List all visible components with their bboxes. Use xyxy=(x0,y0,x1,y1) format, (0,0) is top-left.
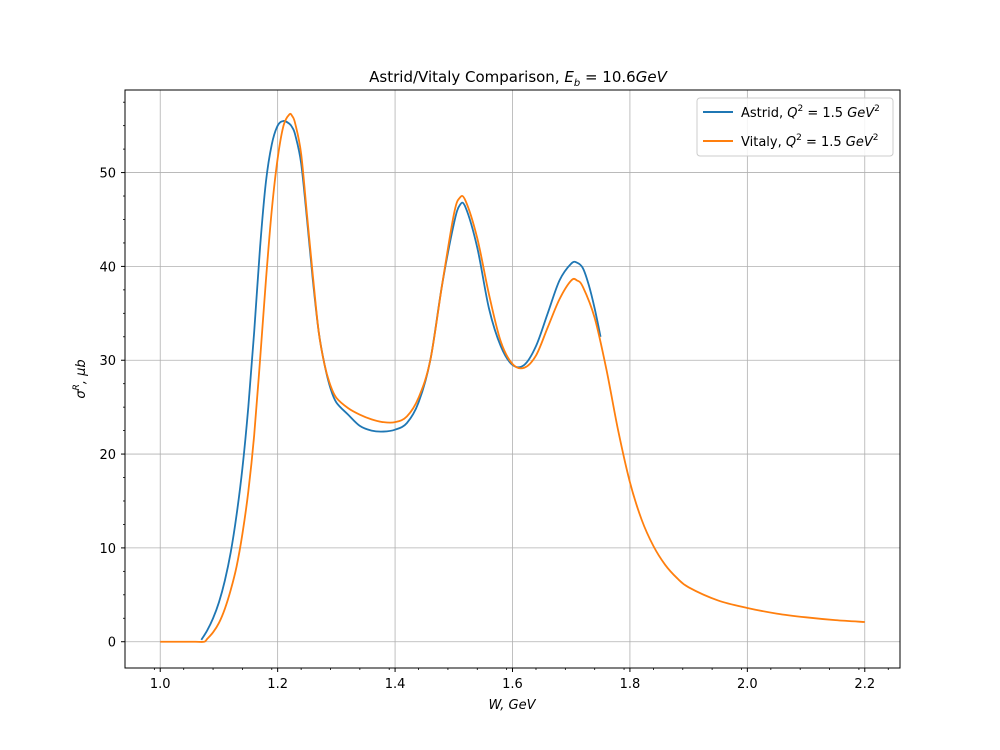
legend: Astrid, Q2 = 1.5 GeV2 Vitaly, Q2 = 1.5 G… xyxy=(696,97,894,157)
series-line-astrid xyxy=(200,120,602,641)
series-layer xyxy=(160,112,865,643)
legend-label-astrid: Astrid, Q2 = 1.5 GeV2 xyxy=(741,104,880,121)
legend-label-vitaly: Vitaly, Q2 = 1.5 GeV2 xyxy=(741,133,879,150)
y-tick-label: 30 xyxy=(99,354,116,369)
x-tick-label: 1.0 xyxy=(150,677,171,692)
y-tick-label: 20 xyxy=(99,448,116,463)
x-tick-label: 1.8 xyxy=(620,677,641,692)
legend-box xyxy=(696,97,894,157)
y-tick-label: 40 xyxy=(99,260,116,275)
chart-title: Astrid/Vitaly Comparison, Eb = 10.6GeV xyxy=(369,68,668,89)
y-axis-label: σR, μb xyxy=(72,359,89,398)
x-tick-label: 2.2 xyxy=(854,677,875,692)
y-tick-label: 0 xyxy=(108,636,116,651)
grid-lines xyxy=(125,90,900,668)
series-line-vitaly xyxy=(160,112,865,643)
x-tick-label: 1.4 xyxy=(385,677,406,692)
y-tick-label: 10 xyxy=(99,542,116,557)
x-axis-label: W, GeV xyxy=(488,698,536,713)
y-tick-label: 50 xyxy=(99,167,116,182)
axis-ticks: 1.0 1.2 1.4 1.6 1.8 2.0 2.2 0 10 20 30 40 50 xyxy=(99,101,889,692)
x-tick-label: 1.6 xyxy=(502,677,523,692)
x-tick-label: 2.0 xyxy=(737,677,758,692)
x-tick-label: 1.2 xyxy=(267,677,288,692)
